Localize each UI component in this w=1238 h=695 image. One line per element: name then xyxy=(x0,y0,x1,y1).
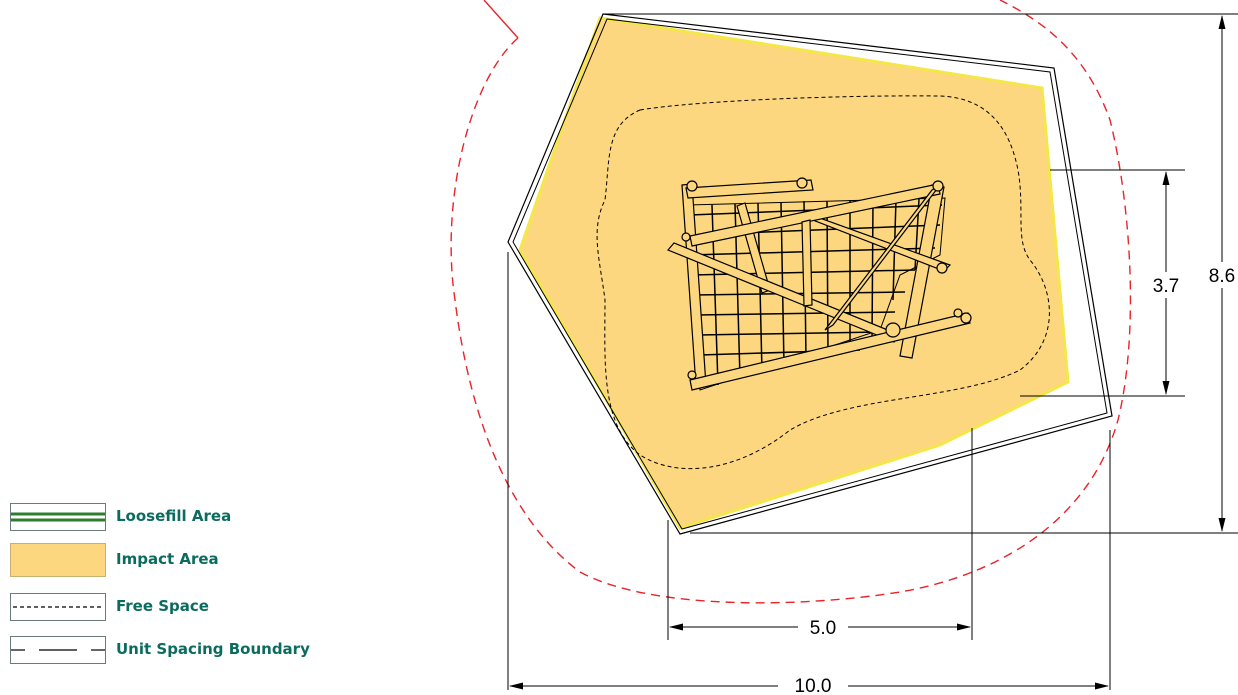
legend-item-impact: Impact Area xyxy=(10,543,310,577)
log-ends xyxy=(681,177,972,380)
loosefill-outer xyxy=(507,13,1113,535)
dimension-lines xyxy=(507,13,1238,690)
free-space-boundary xyxy=(596,95,1050,470)
free-space-swatch xyxy=(10,593,106,621)
unit-spacing-boundary-tail xyxy=(483,0,519,39)
legend-item-free-space: Free Space xyxy=(10,593,310,621)
climbing-net-equipment xyxy=(667,177,972,391)
legend-item-loosefill: Loosefill Area xyxy=(10,503,310,531)
legend-label-impact: Impact Area xyxy=(116,550,219,568)
legend-label-loosefill: Loosefill Area xyxy=(116,507,232,525)
legend-label-free-space: Free Space xyxy=(116,597,209,615)
height-dimension-label: 8.6 xyxy=(1209,266,1235,287)
impact-swatch xyxy=(10,543,106,577)
legend-label-unit-spacing: Unit Spacing Boundary xyxy=(116,640,310,658)
unit-spacing-swatch xyxy=(10,636,106,664)
width-dimension-label: 10.0 xyxy=(795,676,832,695)
inner-height-dimension-label: 3.7 xyxy=(1153,276,1179,297)
unit-spacing-boundary xyxy=(450,0,1132,604)
legend-item-unit-spacing: Unit Spacing Boundary xyxy=(10,636,310,664)
inner-width-dimension-label: 5.0 xyxy=(810,618,836,639)
loosefill-inner xyxy=(512,18,1108,530)
loosefill-swatch xyxy=(10,503,106,531)
